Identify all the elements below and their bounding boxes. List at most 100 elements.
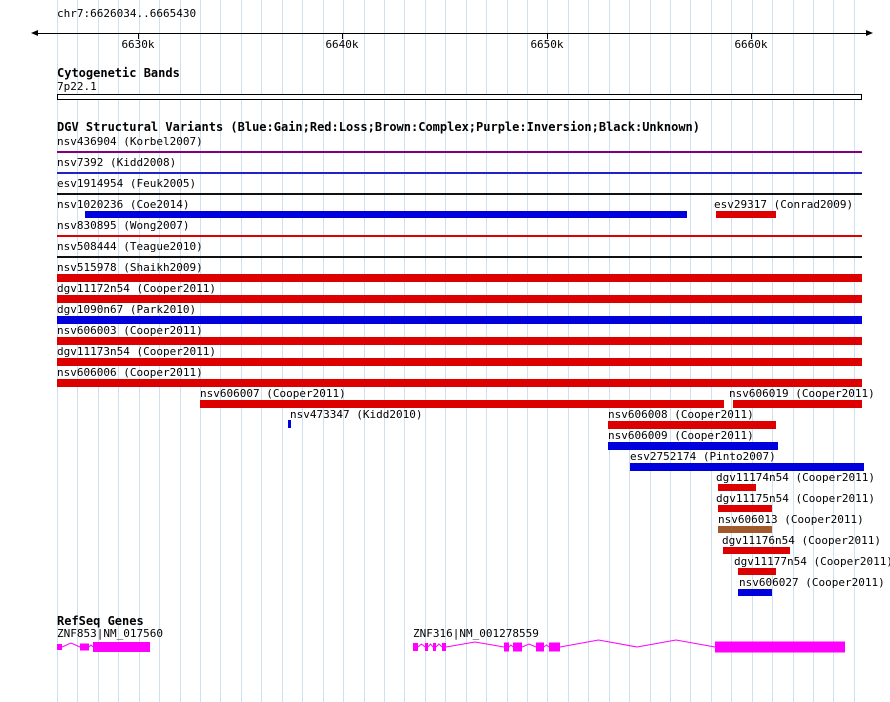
gene-label-ZNF853[interactable]: ZNF853|NM_017560 bbox=[57, 627, 163, 640]
variant-bar-nsv515978[interactable] bbox=[57, 274, 862, 282]
cytoband-glyph[interactable] bbox=[57, 94, 862, 100]
gridline bbox=[567, 0, 569, 702]
variant-label-esv29317[interactable]: esv29317 (Conrad2009) bbox=[714, 198, 854, 211]
gene-exon[interactable] bbox=[536, 642, 544, 652]
variant-bar-nsv606019[interactable] bbox=[733, 400, 862, 408]
gridline bbox=[833, 0, 835, 702]
variant-label-dgv11174n54[interactable]: dgv11174n54 (Cooper2011) bbox=[716, 471, 875, 484]
variant-label-nsv606007[interactable]: nsv606007 (Cooper2011) bbox=[200, 387, 346, 400]
gene-exon[interactable] bbox=[413, 643, 418, 651]
variant-bar-dgv11173n54[interactable] bbox=[57, 358, 862, 366]
gene-exon[interactable] bbox=[57, 644, 62, 650]
variant-label-dgv11172n54[interactable]: dgv11172n54 (Cooper2011) bbox=[57, 282, 216, 295]
variant-label-nsv606013[interactable]: nsv606013 (Cooper2011) bbox=[718, 513, 864, 526]
gene-exon[interactable] bbox=[80, 643, 89, 651]
variant-label-nsv515978[interactable]: nsv515978 (Shaikh2009) bbox=[57, 261, 203, 274]
variant-bar-nsv606003[interactable] bbox=[57, 337, 862, 345]
gridline bbox=[200, 0, 202, 702]
variant-label-dgv11177n54[interactable]: dgv11177n54 (Cooper2011) bbox=[734, 555, 890, 568]
variant-bar-dgv11176n54[interactable] bbox=[723, 547, 790, 554]
variant-bar-nsv7392[interactable] bbox=[57, 172, 862, 174]
gene-exon[interactable] bbox=[513, 642, 522, 652]
variant-label-nsv508444[interactable]: nsv508444 (Teague2010) bbox=[57, 240, 203, 253]
variant-label-nsv436904[interactable]: nsv436904 (Korbel2007) bbox=[57, 135, 203, 148]
gridline bbox=[159, 0, 161, 702]
variant-label-dgv11173n54[interactable]: dgv11173n54 (Cooper2011) bbox=[57, 345, 216, 358]
refseq-track-title: RefSeq Genes bbox=[57, 614, 144, 628]
gene-exon[interactable] bbox=[504, 642, 509, 652]
gridline bbox=[302, 0, 304, 702]
variant-label-nsv606019[interactable]: nsv606019 (Cooper2011) bbox=[729, 387, 875, 400]
variant-bar-dgv11177n54[interactable] bbox=[738, 568, 776, 575]
gridline bbox=[588, 0, 590, 702]
gridline bbox=[138, 0, 140, 702]
ruler-tick-label: 6650k bbox=[530, 38, 564, 51]
variant-bar-nsv606013[interactable] bbox=[718, 526, 772, 533]
variant-bar-nsv606009[interactable] bbox=[608, 442, 778, 450]
gene-exon[interactable] bbox=[425, 643, 428, 651]
variant-label-esv1914954[interactable]: esv1914954 (Feuk2005) bbox=[57, 177, 197, 190]
gene-intron-line bbox=[636, 639, 716, 648]
variant-label-nsv606008[interactable]: nsv606008 (Cooper2011) bbox=[608, 408, 754, 421]
variant-bar-nsv830895[interactable] bbox=[57, 235, 862, 237]
variant-bar-nsv606027[interactable] bbox=[738, 589, 772, 596]
ruler-tick bbox=[751, 33, 752, 39]
variant-label-nsv473347[interactable]: nsv473347 (Kidd2010) bbox=[290, 408, 423, 421]
gridline bbox=[281, 0, 283, 702]
dgv-track-title: DGV Structural Variants (Blue:Gain;Red:L… bbox=[57, 120, 700, 134]
variant-bar-dgv11174n54[interactable] bbox=[718, 484, 756, 491]
gene-intron-line bbox=[521, 643, 537, 648]
ruler-left-arrow-icon bbox=[31, 30, 38, 36]
gridline bbox=[629, 0, 631, 702]
variant-bar-esv2752174[interactable] bbox=[630, 463, 864, 471]
variant-label-nsv830895[interactable]: nsv830895 (Wong2007) bbox=[57, 219, 190, 232]
variant-bar-dgv11175n54[interactable] bbox=[718, 505, 772, 512]
gridline bbox=[97, 0, 99, 702]
gene-exon[interactable] bbox=[715, 641, 845, 653]
variant-label-dgv11176n54[interactable]: dgv11176n54 (Cooper2011) bbox=[722, 534, 881, 547]
gridline bbox=[179, 0, 181, 702]
variant-label-nsv606006[interactable]: nsv606006 (Cooper2011) bbox=[57, 366, 203, 379]
variant-bar-dgv11172n54[interactable] bbox=[57, 295, 862, 303]
gene-label-ZNF316[interactable]: ZNF316|NM_001278559 bbox=[413, 627, 539, 640]
gridline bbox=[751, 0, 753, 702]
ruler-axis-line bbox=[38, 33, 866, 34]
cytoband-name: 7p22.1 bbox=[57, 80, 97, 93]
gene-intron-line bbox=[445, 641, 505, 648]
variant-bar-nsv606008[interactable] bbox=[608, 421, 776, 429]
variant-bar-esv1914954[interactable] bbox=[57, 193, 862, 195]
variant-bar-nsv1020236[interactable] bbox=[85, 211, 687, 218]
variant-bar-nsv473347[interactable] bbox=[288, 420, 291, 428]
gridline bbox=[526, 0, 528, 702]
variant-label-dgv11175n54[interactable]: dgv11175n54 (Cooper2011) bbox=[716, 492, 875, 505]
variant-bar-dgv1090n67[interactable] bbox=[57, 316, 862, 324]
region-coordinates: chr7:6626034..6665430 bbox=[57, 7, 197, 20]
variant-label-nsv7392[interactable]: nsv7392 (Kidd2008) bbox=[57, 156, 177, 169]
gene-intron-line bbox=[61, 642, 81, 648]
variant-label-nsv606003[interactable]: nsv606003 (Cooper2011) bbox=[57, 324, 203, 337]
ruler-tick-label: 6640k bbox=[325, 38, 359, 51]
gridline bbox=[383, 0, 385, 702]
ruler-tick bbox=[547, 33, 548, 39]
ruler-tick-label: 6630k bbox=[121, 38, 155, 51]
variant-bar-nsv508444[interactable] bbox=[57, 256, 862, 258]
variant-bar-nsv606007[interactable] bbox=[200, 400, 724, 408]
variant-bar-nsv606006[interactable] bbox=[57, 379, 862, 387]
variant-bar-esv29317[interactable] bbox=[716, 211, 776, 218]
gene-exon[interactable] bbox=[93, 642, 150, 652]
variant-label-nsv1020236[interactable]: nsv1020236 (Coe2014) bbox=[57, 198, 190, 211]
gene-exon[interactable] bbox=[549, 642, 560, 652]
variant-label-nsv606009[interactable]: nsv606009 (Cooper2011) bbox=[608, 429, 754, 442]
gridline bbox=[57, 0, 58, 702]
variant-label-esv2752174[interactable]: esv2752174 (Pinto2007) bbox=[630, 450, 776, 463]
variant-bar-nsv436904[interactable] bbox=[57, 151, 862, 153]
gene-exon[interactable] bbox=[442, 643, 446, 651]
gridline bbox=[404, 0, 406, 702]
gridline bbox=[343, 0, 345, 702]
variant-label-dgv1090n67[interactable]: dgv1090n67 (Park2010) bbox=[57, 303, 197, 316]
gene-exon[interactable] bbox=[433, 643, 436, 651]
variant-label-nsv606027[interactable]: nsv606027 (Cooper2011) bbox=[739, 576, 885, 589]
ruler-tick bbox=[342, 33, 343, 39]
